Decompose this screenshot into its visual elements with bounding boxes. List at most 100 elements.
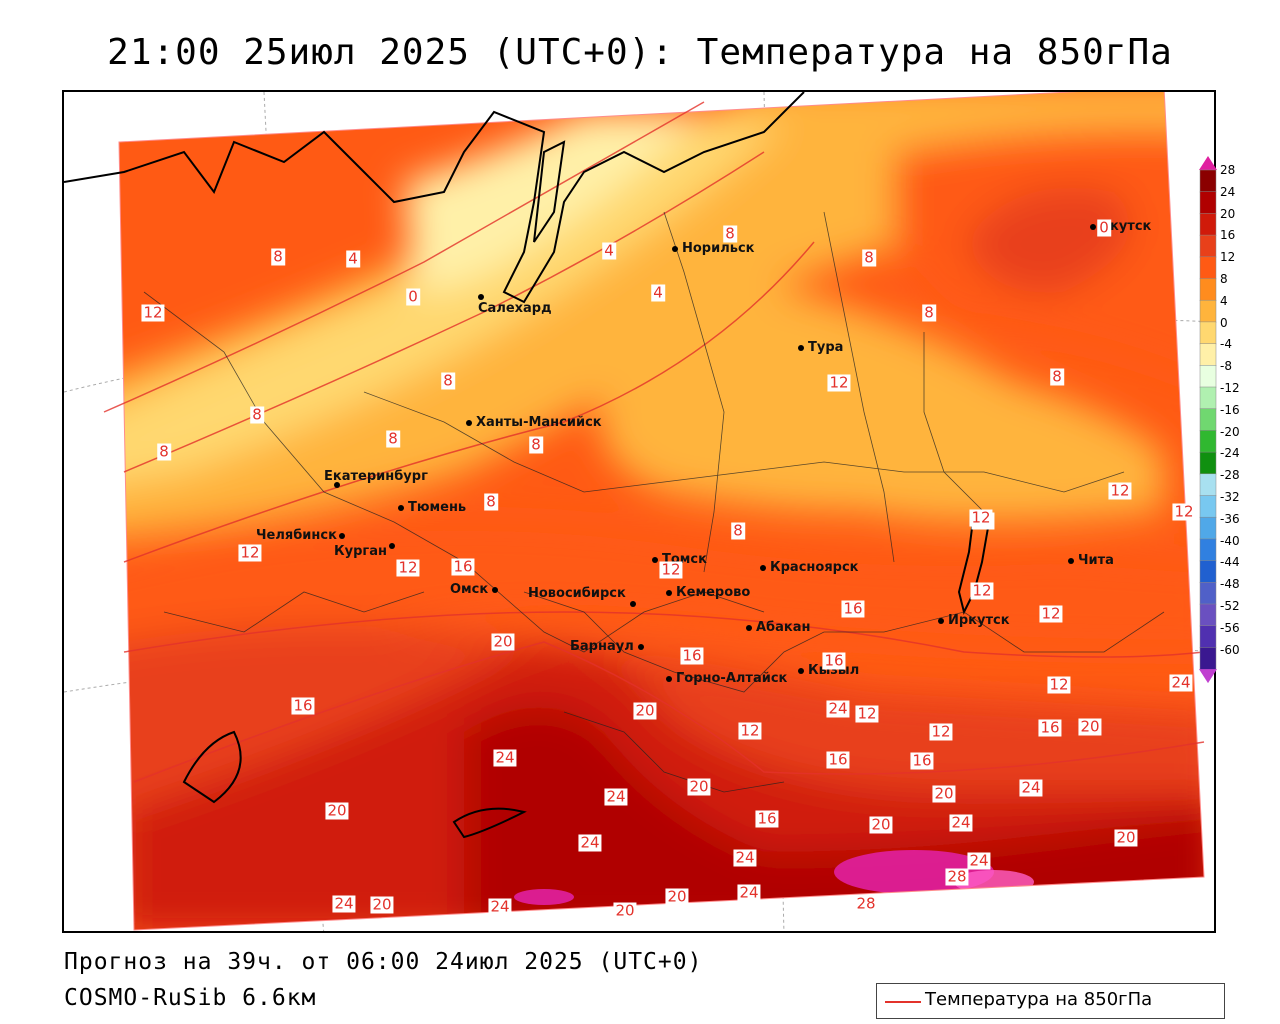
contour-label: 20 [869, 815, 893, 834]
city-omsk[interactable]: Омск [450, 582, 502, 597]
legend: Температура на 850гПа [876, 983, 1225, 1019]
city-novosibirsk[interactable]: Новосибирск [528, 586, 636, 607]
city-irkutsk[interactable]: Иркутск [938, 613, 1010, 628]
contour-label: 12 [855, 704, 879, 723]
city-marker-icon [798, 667, 804, 674]
contour-label: 24 [967, 851, 991, 870]
colorbar-segment [1199, 516, 1217, 540]
contour-label: 20 [665, 887, 689, 906]
colorbar-segment [1199, 560, 1217, 584]
colorbar-segment [1199, 603, 1217, 627]
contour-label: 20 [491, 632, 515, 651]
colorbar-segment [1199, 213, 1217, 236]
contour-label: 24 [733, 848, 757, 867]
colorbar-tick-label: -8 [1220, 359, 1232, 374]
city-salekhard[interactable]: Салехард [478, 289, 562, 316]
contour-label: 12 [827, 373, 851, 392]
city-marker-icon [652, 556, 658, 563]
colorbar [1199, 156, 1217, 684]
colorbar-tick-label: 0 [1220, 315, 1228, 330]
colorbar-tick-label: 28 [1220, 163, 1236, 177]
colorbar-tick-label: -24 [1220, 446, 1240, 461]
colorbar-tick-label: 8 [1220, 272, 1228, 286]
contour-label: 12 [396, 558, 420, 577]
colorbar-tick-label: -4 [1220, 337, 1232, 352]
colorbar-tick-label: -48 [1220, 577, 1240, 592]
city-krasnoyarsk[interactable]: Красноярск [760, 560, 859, 575]
city-marker-icon [1090, 223, 1096, 230]
contour-label: 4 [346, 249, 360, 268]
contour-label: 8 [723, 224, 737, 243]
colorbar-segment [1199, 321, 1217, 345]
city-abakan[interactable]: Абакан [746, 620, 811, 635]
model-info: COSMO-RuSib 6.6км [64, 985, 317, 1011]
city-marker-icon [478, 293, 484, 300]
isotherms [103, 101, 1205, 783]
contour-label: 24 [488, 897, 512, 916]
contour-label: 12 [1108, 481, 1132, 500]
colorbar-segment [1199, 430, 1217, 453]
contour-label: 12 [659, 560, 683, 579]
contour-label: 20 [325, 801, 349, 820]
colorbar-segment [1199, 647, 1217, 670]
colorbar-tick-label: 12 [1220, 250, 1236, 265]
contour-label: 8 [862, 248, 876, 267]
city-marker-icon [746, 624, 752, 631]
city-norilsk[interactable]: Норильск [672, 241, 755, 256]
contour-label: 8 [484, 492, 498, 511]
city-chita[interactable]: Чита [1068, 553, 1114, 568]
contour-label: 4 [602, 241, 616, 260]
contour-label: 16 [910, 751, 934, 770]
city-barnaul[interactable]: Барнаул [570, 639, 648, 654]
contour-label: 28 [945, 867, 969, 886]
city-marker-icon [798, 344, 804, 351]
colorbar-tick-label: -52 [1220, 599, 1240, 613]
contour-label: 12 [238, 543, 262, 562]
contour-label: 24 [1019, 778, 1043, 797]
coastlines [64, 92, 991, 839]
city-kyzyl[interactable]: Кызыл [798, 663, 859, 678]
colorbar-segment [1199, 408, 1217, 432]
colorbar-tick-label: -40 [1220, 533, 1240, 548]
city-marker-icon [666, 589, 672, 596]
city-marker-icon [398, 504, 404, 511]
colorbar-segment [1199, 256, 1217, 280]
city-marker-icon [938, 617, 944, 624]
city-khanty-mansiysk[interactable]: Ханты-Мансийск [466, 415, 602, 430]
contour-label: 4 [651, 283, 665, 302]
city-marker-icon [666, 675, 672, 682]
colorbar-tick-label: -12 [1220, 381, 1240, 395]
city-kurgan[interactable]: Курган [334, 542, 399, 559]
colorbar-segment [1199, 495, 1217, 518]
colorbar-segment [1199, 582, 1217, 605]
contour-label: 20 [687, 777, 711, 796]
colorbar-tick-label: 16 [1220, 228, 1236, 243]
contour-label: 16 [755, 809, 779, 828]
city-ekaterinburg[interactable]: Екатеринбург [324, 469, 448, 492]
city-kemerovo[interactable]: Кемерово [666, 585, 750, 600]
contour-label: 24 [578, 833, 602, 852]
city-marker-icon [672, 245, 678, 252]
colorbar-top-arrow [1199, 156, 1217, 170]
city-tyumen[interactable]: Тюмень [398, 500, 466, 515]
temperature-map [64, 92, 1214, 931]
colorbar-tick-label: 20 [1220, 206, 1236, 221]
legend-label: Температура на 850гПа [925, 989, 1153, 1010]
page-title: 21:00 25июл 2025 (UTC+0): Температура на… [107, 32, 1173, 73]
colorbar-segment [1199, 625, 1217, 649]
colorbar-tick-label: 24 [1220, 184, 1236, 199]
contour-label: 8 [271, 247, 285, 266]
colorbar-segment [1199, 299, 1217, 323]
colorbar-segment [1199, 451, 1217, 475]
city-chelyabinsk[interactable]: Челябинск [256, 528, 349, 543]
city-tura[interactable]: Тура [798, 340, 843, 355]
contour-label: 8 [731, 521, 745, 540]
city-yakutsk[interactable]: Якутск [1090, 219, 1151, 234]
contour-label: 12 [970, 581, 994, 600]
colorbar-tick-label: -60 [1220, 642, 1240, 657]
city-gorno-altaysk[interactable]: Горно-Алтайск [666, 671, 787, 686]
contour-label: 12 [1047, 675, 1071, 694]
city-marker-icon [334, 481, 340, 488]
contour-label: 24 [949, 813, 973, 832]
map-area[interactable] [62, 90, 1216, 933]
